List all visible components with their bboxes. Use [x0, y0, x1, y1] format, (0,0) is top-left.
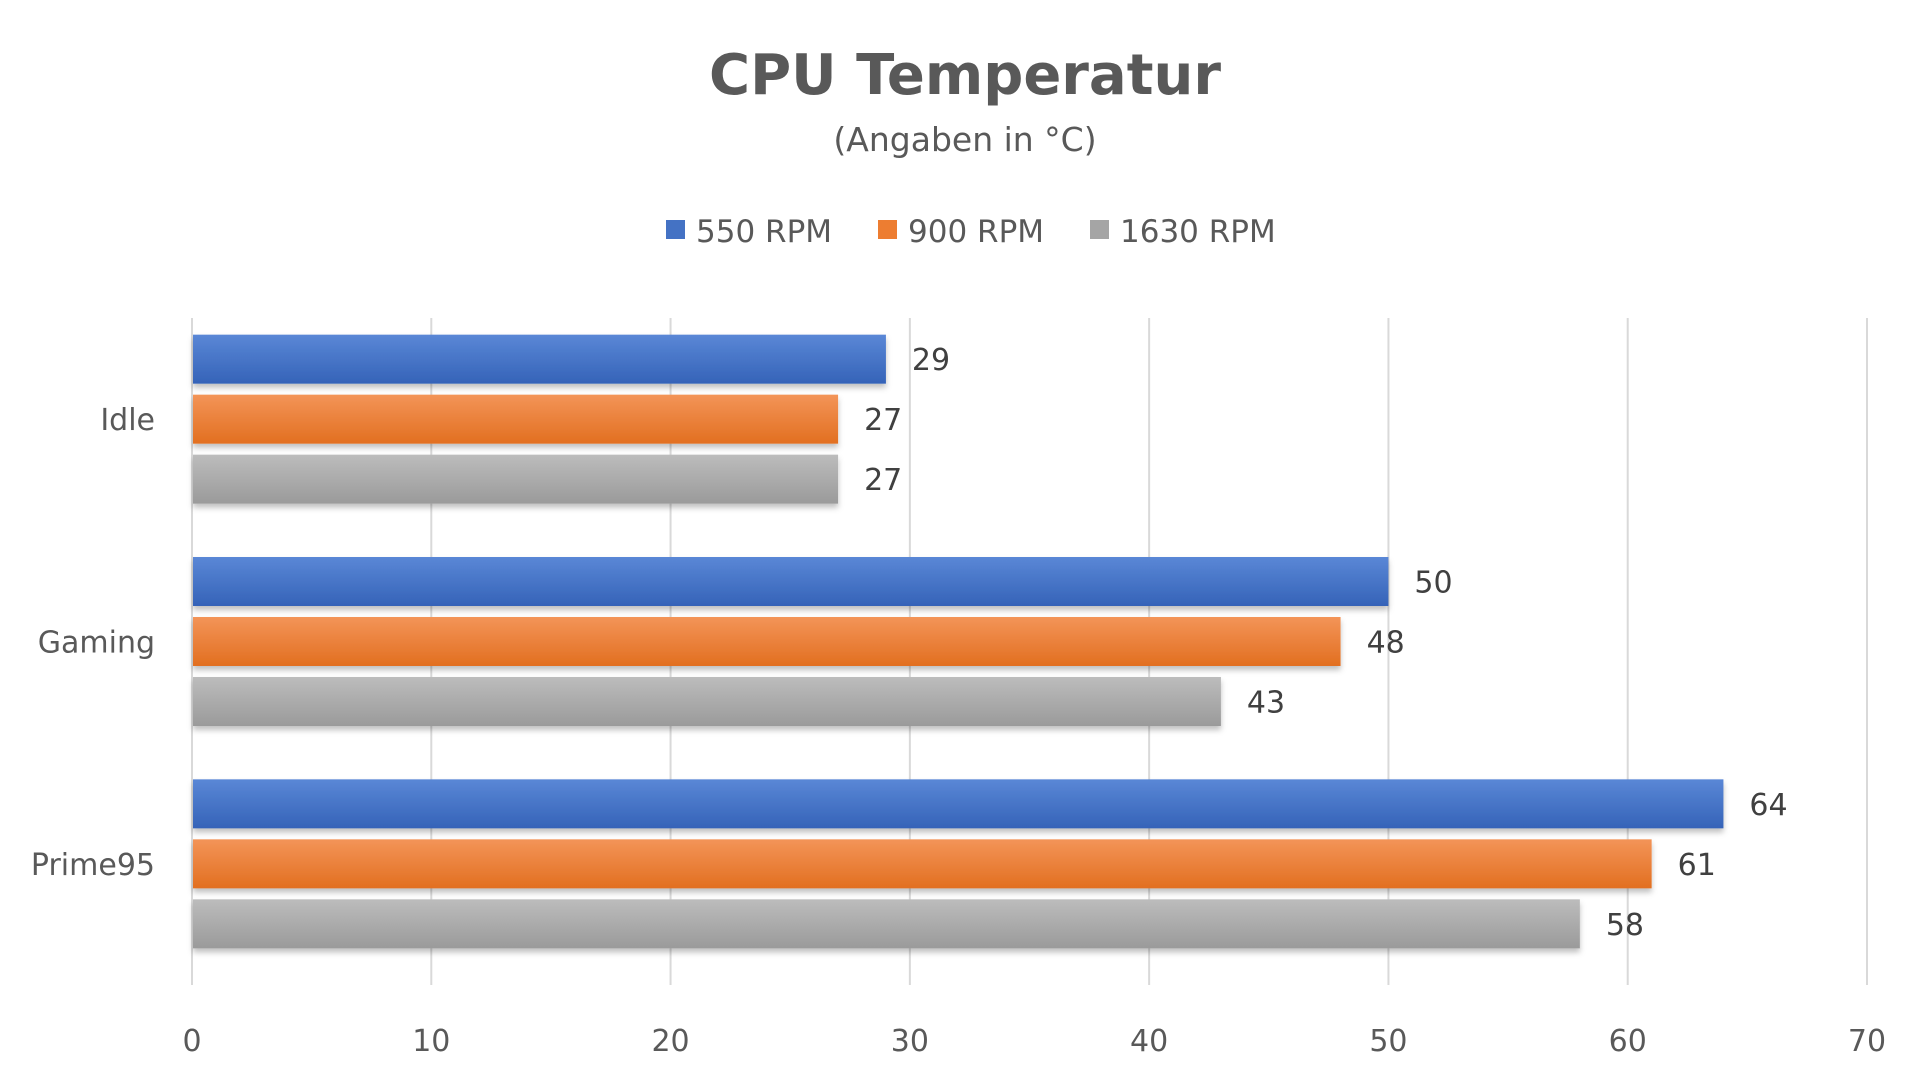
category-label: Prime95 — [31, 848, 155, 883]
bar-1630-rpm — [193, 454, 839, 504]
x-tick-label: 40 — [1130, 1024, 1168, 1059]
data-label: 58 — [1606, 908, 1644, 943]
data-label: 27 — [864, 463, 902, 498]
data-label: 50 — [1414, 566, 1452, 601]
legend-entry: 550 RPM — [696, 214, 832, 250]
bar-900-rpm — [193, 394, 839, 444]
data-label: 43 — [1247, 686, 1285, 721]
labels: 0 10 20 30 40 50 60 70 Idle 29 27 27 Gaming 50 48 43 Pri… — [31, 343, 1886, 1059]
legend-swatch — [666, 220, 685, 239]
chart-subtitle: (Angaben in °C) — [833, 120, 1096, 159]
x-tick-label: 0 — [182, 1024, 201, 1059]
bar-1630-rpm — [193, 899, 1580, 949]
data-label: 27 — [864, 403, 902, 438]
legend-swatch — [1090, 220, 1109, 239]
x-tick-label: 70 — [1848, 1024, 1886, 1059]
bar-900-rpm — [193, 839, 1652, 889]
x-tick-label: 50 — [1369, 1024, 1407, 1059]
legend: 550 RPM 900 RPM 1630 RPM — [666, 214, 1276, 250]
category-label: Gaming — [38, 626, 155, 661]
legend-swatch — [878, 220, 897, 239]
data-label: 29 — [912, 343, 950, 378]
bar-1630-rpm — [193, 677, 1221, 726]
category-label: Idle — [100, 403, 155, 438]
data-label: 48 — [1367, 626, 1405, 661]
x-tick-label: 10 — [412, 1024, 450, 1059]
bar-550-rpm — [193, 334, 886, 384]
bar-550-rpm — [193, 779, 1724, 829]
data-label: 64 — [1749, 788, 1787, 823]
legend-entry: 900 RPM — [908, 214, 1044, 250]
bars — [193, 334, 1724, 949]
data-label: 61 — [1678, 848, 1716, 883]
bar-900-rpm — [193, 617, 1341, 666]
chart-title: CPU Temperatur — [709, 43, 1221, 108]
bar-550-rpm — [193, 557, 1389, 606]
legend-entry: 1630 RPM — [1120, 214, 1276, 250]
x-tick-label: 60 — [1609, 1024, 1647, 1059]
x-tick-label: 30 — [891, 1024, 929, 1059]
x-tick-label: 20 — [651, 1024, 689, 1059]
